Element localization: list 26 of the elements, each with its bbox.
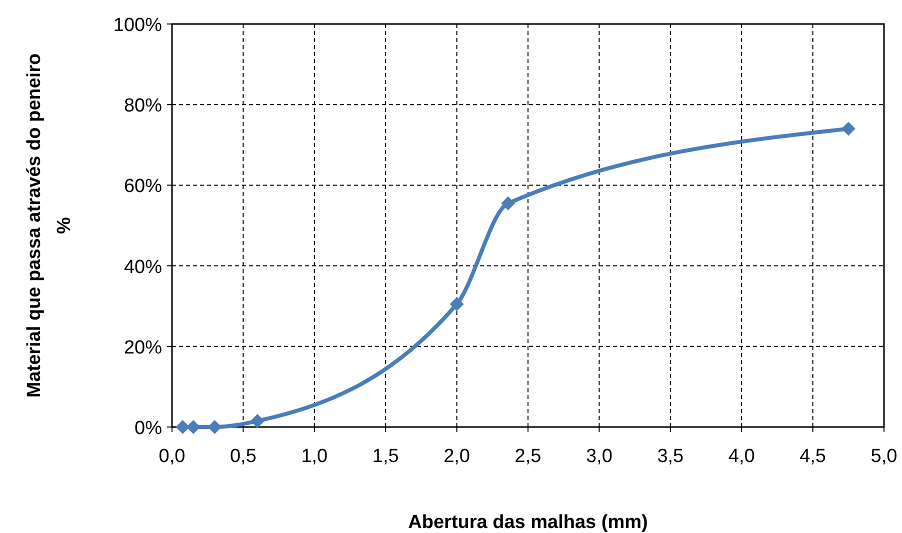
x-tick-label: 4,0 <box>728 446 755 467</box>
x-tick-label: 5,0 <box>870 446 898 467</box>
x-tick-label: 3,5 <box>657 446 684 467</box>
y-tick-label: 100% <box>113 15 162 36</box>
point <box>250 414 264 428</box>
y-tick-label: 60% <box>124 176 162 198</box>
x-tick-label: 1,5 <box>372 446 399 467</box>
x-tick-label: 0,5 <box>230 446 256 467</box>
point <box>501 196 516 210</box>
point <box>841 122 856 136</box>
point <box>450 297 464 312</box>
y-tick-label: 80% <box>124 96 162 117</box>
x-tick-label: 4,5 <box>800 446 826 467</box>
y-tick-label: 0% <box>134 418 162 439</box>
y-tick-label: 40% <box>124 256 162 278</box>
x-tick-label: 0,0 <box>158 446 186 467</box>
x-tick-label: 3,0 <box>586 446 612 467</box>
x-axis-title: Abertura das malhas (mm) <box>408 512 648 533</box>
y-tick-label: 20% <box>124 337 162 358</box>
x-tick-label: 2,5 <box>514 446 542 467</box>
x-tick-label: 2,0 <box>444 446 470 467</box>
point <box>176 420 190 434</box>
x-tick-label: 1,0 <box>301 446 328 467</box>
y-axis-title: Material que passa através do peneiro % <box>24 53 75 398</box>
point <box>186 420 200 434</box>
point <box>208 420 222 434</box>
